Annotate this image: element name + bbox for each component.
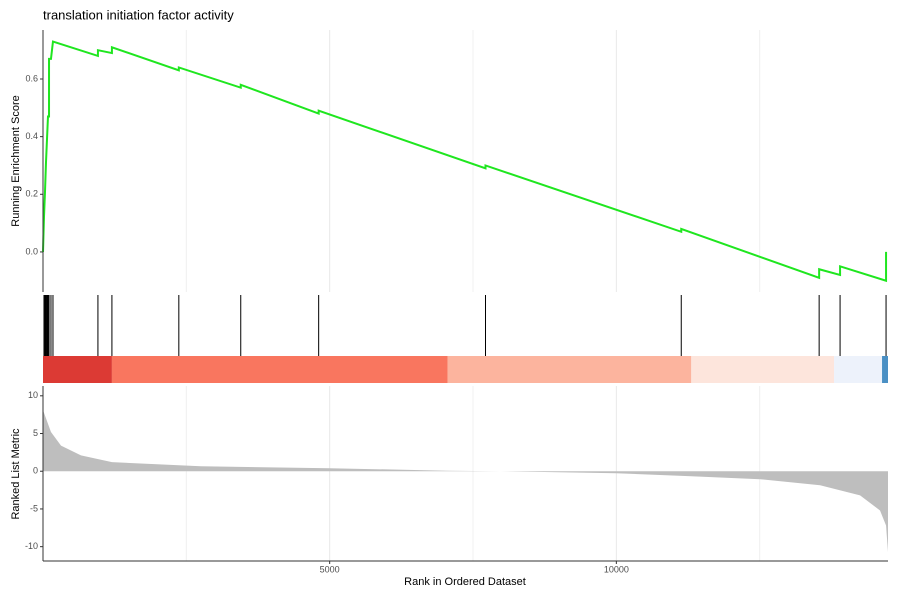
rank-band — [43, 356, 112, 383]
y-tick-label: -5 — [30, 503, 38, 513]
metric-area — [43, 410, 888, 552]
y-tick-label: 10 — [28, 390, 38, 400]
rank-band — [447, 356, 692, 383]
chart-title: translation initiation factor activity — [43, 7, 234, 22]
y-axis-title: Running Enrichment Score — [10, 95, 22, 226]
rank-band — [111, 356, 448, 383]
x-axis-title: Rank in Ordered Dataset — [404, 576, 526, 588]
y-tick-label: 0 — [33, 466, 38, 476]
y-axis-title: Ranked List Metric — [10, 428, 22, 520]
x-tick-label: 10000 — [604, 564, 629, 574]
y-tick-label: 5 — [33, 428, 38, 438]
y-tick-label: -10 — [25, 541, 38, 551]
rank-band — [882, 356, 888, 383]
y-tick-label: 0.6 — [25, 73, 38, 83]
y-tick-label: 0.0 — [25, 246, 38, 256]
running-score-line — [42, 40, 888, 283]
rank-band — [691, 356, 835, 383]
x-tick-label: 5000 — [320, 564, 340, 574]
rank-band — [834, 356, 883, 383]
y-tick-label: 0.2 — [25, 189, 38, 199]
y-tick-label: 0.4 — [25, 131, 38, 141]
